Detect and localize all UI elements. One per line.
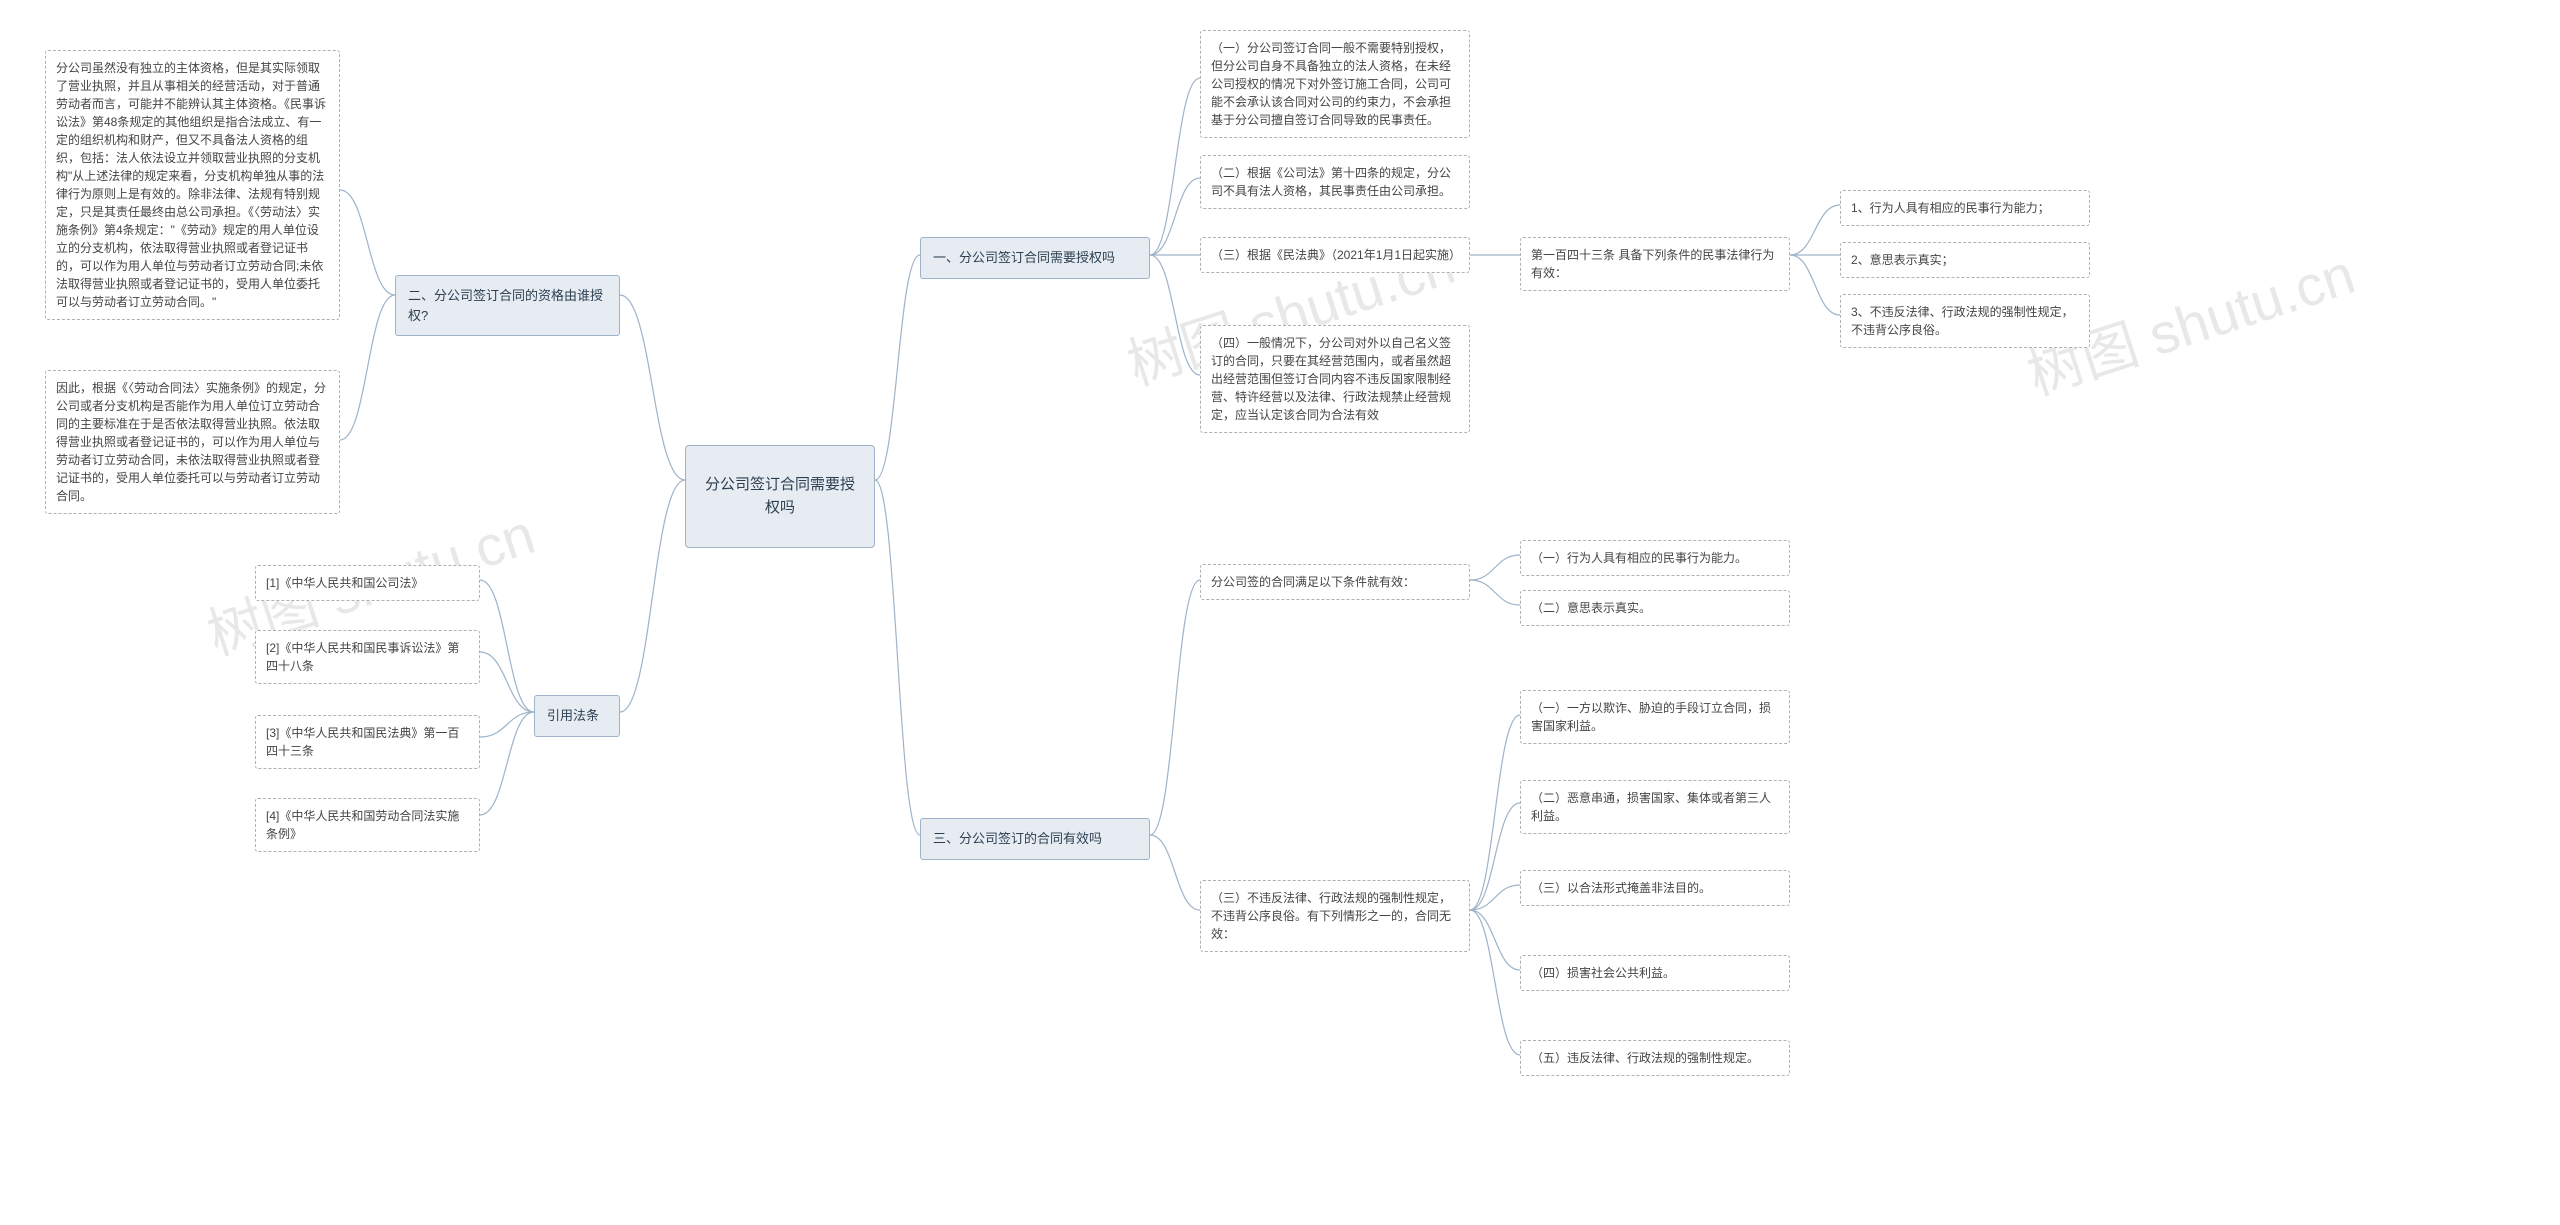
leaf-1-3[interactable]: （三）根据《民法典》（2021年1月1日起实施） bbox=[1200, 237, 1470, 273]
leaf-1-1[interactable]: （一）分公司签订合同一般不需要特别授权，但分公司自身不具备独立的法人资格，在未经… bbox=[1200, 30, 1470, 138]
leaf-3-1[interactable]: 分公司签的合同满足以下条件就有效： bbox=[1200, 564, 1470, 600]
branch-1[interactable]: 一、分公司签订合同需要授权吗 bbox=[920, 237, 1150, 279]
leaf-1-3-a-2[interactable]: 2、意思表示真实； bbox=[1840, 242, 2090, 278]
leaf-2-2[interactable]: 因此，根据《〈劳动合同法〉实施条例》的规定，分公司或者分支机构是否能作为用人单位… bbox=[45, 370, 340, 514]
leaf-1-3-a-3[interactable]: 3、不违反法律、行政法规的强制性规定，不违背公序良俗。 bbox=[1840, 294, 2090, 348]
leaf-1-4[interactable]: （四）一般情况下，分公司对外以自己名义签订的合同，只要在其经营范围内，或者虽然超… bbox=[1200, 325, 1470, 433]
leaf-3-1-1[interactable]: （一）行为人具有相应的民事行为能力。 bbox=[1520, 540, 1790, 576]
leaf-3-1-2[interactable]: （二）意思表示真实。 bbox=[1520, 590, 1790, 626]
branch-3[interactable]: 三、分公司签订的合同有效吗 bbox=[920, 818, 1150, 860]
leaf-2-1[interactable]: 分公司虽然没有独立的主体资格，但是其实际领取了营业执照，并且从事相关的经营活动，… bbox=[45, 50, 340, 320]
leaf-4-4[interactable]: [4]《中华人民共和国劳动合同法实施条例》 bbox=[255, 798, 480, 852]
branch-4[interactable]: 引用法条 bbox=[534, 695, 620, 737]
leaf-3-2-3[interactable]: （三）以合法形式掩盖非法目的。 bbox=[1520, 870, 1790, 906]
leaf-4-1[interactable]: [1]《中华人民共和国公司法》 bbox=[255, 565, 480, 601]
leaf-4-3[interactable]: [3]《中华人民共和国民法典》第一百四十三条 bbox=[255, 715, 480, 769]
leaf-3-2-5[interactable]: （五）违反法律、行政法规的强制性规定。 bbox=[1520, 1040, 1790, 1076]
leaf-4-2[interactable]: [2]《中华人民共和国民事诉讼法》第四十八条 bbox=[255, 630, 480, 684]
leaf-1-3-a-1[interactable]: 1、行为人具有相应的民事行为能力； bbox=[1840, 190, 2090, 226]
leaf-3-2-2[interactable]: （二）恶意串通，损害国家、集体或者第三人利益。 bbox=[1520, 780, 1790, 834]
leaf-3-2-1[interactable]: （一）一方以欺诈、胁迫的手段订立合同，损害国家利益。 bbox=[1520, 690, 1790, 744]
branch-2[interactable]: 二、分公司签订合同的资格由谁授权? bbox=[395, 275, 620, 336]
leaf-3-2-4[interactable]: （四）损害社会公共利益。 bbox=[1520, 955, 1790, 991]
root-node[interactable]: 分公司签订合同需要授权吗 bbox=[685, 445, 875, 548]
leaf-1-3-a[interactable]: 第一百四十三条 具备下列条件的民事法律行为有效： bbox=[1520, 237, 1790, 291]
leaf-3-2[interactable]: （三）不违反法律、行政法规的强制性规定，不违背公序良俗。有下列情形之一的，合同无… bbox=[1200, 880, 1470, 952]
leaf-1-2[interactable]: （二）根据《公司法》第十四条的规定，分公司不具有法人资格，其民事责任由公司承担。 bbox=[1200, 155, 1470, 209]
